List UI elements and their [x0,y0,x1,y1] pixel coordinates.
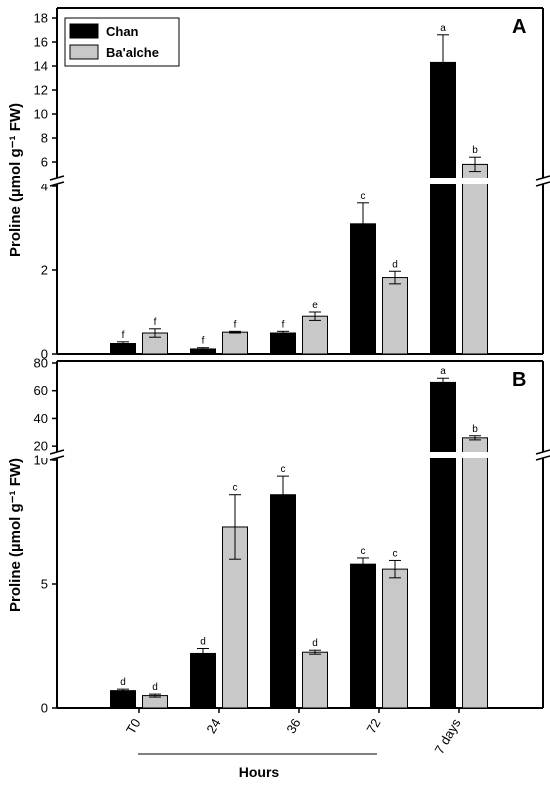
panel-a-y-tick-label: 8 [41,131,48,146]
panel-a-significance-letter: c [361,191,366,202]
panel-b-significance-letter: d [200,636,206,647]
panel-a-bar-chan [350,223,376,355]
panel-a-right-break-mark-bottom [535,181,550,187]
panel-b-right-break-mark-bottom [535,455,550,461]
panel-a-y-tick-label: 18 [34,11,48,26]
panel-b-x-tick-label: T0 [123,716,144,737]
panel-b-break-mark-bottom [49,455,65,461]
panel-a-y-tick-label: 16 [34,35,48,50]
panel-a-bar-baalche [302,315,328,355]
legend-label-chan: Chan [106,24,139,39]
panel-a-significance-letter: f [282,319,285,330]
panel-b-bar-baalche [382,568,408,709]
panel-a-right-break-mark-top [535,175,550,181]
panel-b-significance-letter: d [312,638,318,649]
panel-b-significance-letter: d [152,682,158,693]
panel-b-y-axis-label: Proline (µmol g⁻¹ FW) [7,458,24,612]
panel-a-break-mark-bottom [49,181,65,187]
panel-a-significance-letter: d [392,259,398,270]
panel-b-bar-chan [270,494,296,709]
panel-b-significance-letter: b [472,424,478,435]
panel-b-significance-letter: c [393,548,398,559]
legend: Chan Ba'alche [64,17,180,67]
panel-a-y-tick-label: 14 [34,59,48,74]
panel-b-y-tick-label: 60 [34,383,48,398]
panel-a-y-axis-label: Proline (µmol g⁻¹ FW) [7,103,24,257]
panel-a-significance-letter: f [154,317,157,328]
panel-b-x-tick-label: 24 [203,716,223,736]
panel-a-significance-letter: e [312,300,318,311]
panel-b-significance-letter: a [440,366,446,377]
x-axis-label: Hours [239,764,280,780]
panel-a-bar-chan [270,332,296,355]
panel-a-significance-letter: f [122,330,125,341]
panel-b-label: B [512,369,526,391]
panel-b-bar-baalche [462,437,488,709]
panel-a-label: A [512,16,526,38]
panel-b-y-tick-label: 0 [41,701,48,716]
panel-a-y-tick-label: 10 [34,107,48,122]
panel-b-break-mark-top [49,449,65,455]
legend-swatch-chan [69,23,99,39]
legend-label-baalche: Ba'alche [106,45,159,60]
panel-a-break-gap [40,178,550,184]
panel-a-significance-letter: b [472,145,478,156]
panel-a-break-mark-top [49,175,65,181]
panel-b-break-gap [40,452,550,458]
panel-b-significance-letter: c [233,483,238,494]
panel-a: 0 2 4 6 8 10 12 14 16 18 f f f c a f f e d b A Proline (µmo… [7,7,550,362]
panel-a-significance-letter: a [440,23,446,34]
panel-b-y-tick-label: 20 [34,439,48,454]
panel-a-bar-baalche [382,277,408,355]
panel-b-bar-chan [110,690,136,709]
panel-b-bar-baalche [302,651,328,709]
panel-a-y-tick-label: 6 [41,155,48,170]
panel-a-significance-letter: f [234,319,237,330]
panel-b-y-tick-label: 40 [34,411,48,426]
panel-b-x-tick-label: 36 [283,716,303,736]
panel-a-bar-baalche [222,331,248,355]
panel-a-bar-chan [430,61,456,355]
panel-a-y-tick-label: 0 [41,347,48,362]
panel-a-bar-baalche [462,163,488,355]
legend-swatch-baalche [69,44,99,60]
panel-a-significance-letter: f [202,336,205,347]
panel-a-y-tick-label: 2 [41,263,48,278]
panel-b-significance-letter: c [361,546,366,557]
panel-b-y-tick-label: 5 [41,577,48,592]
panel-b-significance-letter: d [120,677,126,688]
panel-a-y-tick-label: 4 [41,179,48,194]
panel-b-right-break-mark-top [535,449,550,455]
panel-a-marks: 0 2 4 6 8 10 12 14 16 18 f f f c a f f e d b [34,11,488,362]
panel-b-bar-chan [350,563,376,709]
panel-b-bar-chan [430,381,456,709]
panel-b-bar-chan [190,652,216,709]
panel-b-significance-letter: c [281,464,286,475]
panel-a-y-tick-label: 12 [34,83,48,98]
panel-b-y-tick-label: 80 [34,356,48,371]
panel-b-x-tick-label: 72 [363,716,383,736]
panel-b-x-tick-label: 7 days [431,716,463,757]
